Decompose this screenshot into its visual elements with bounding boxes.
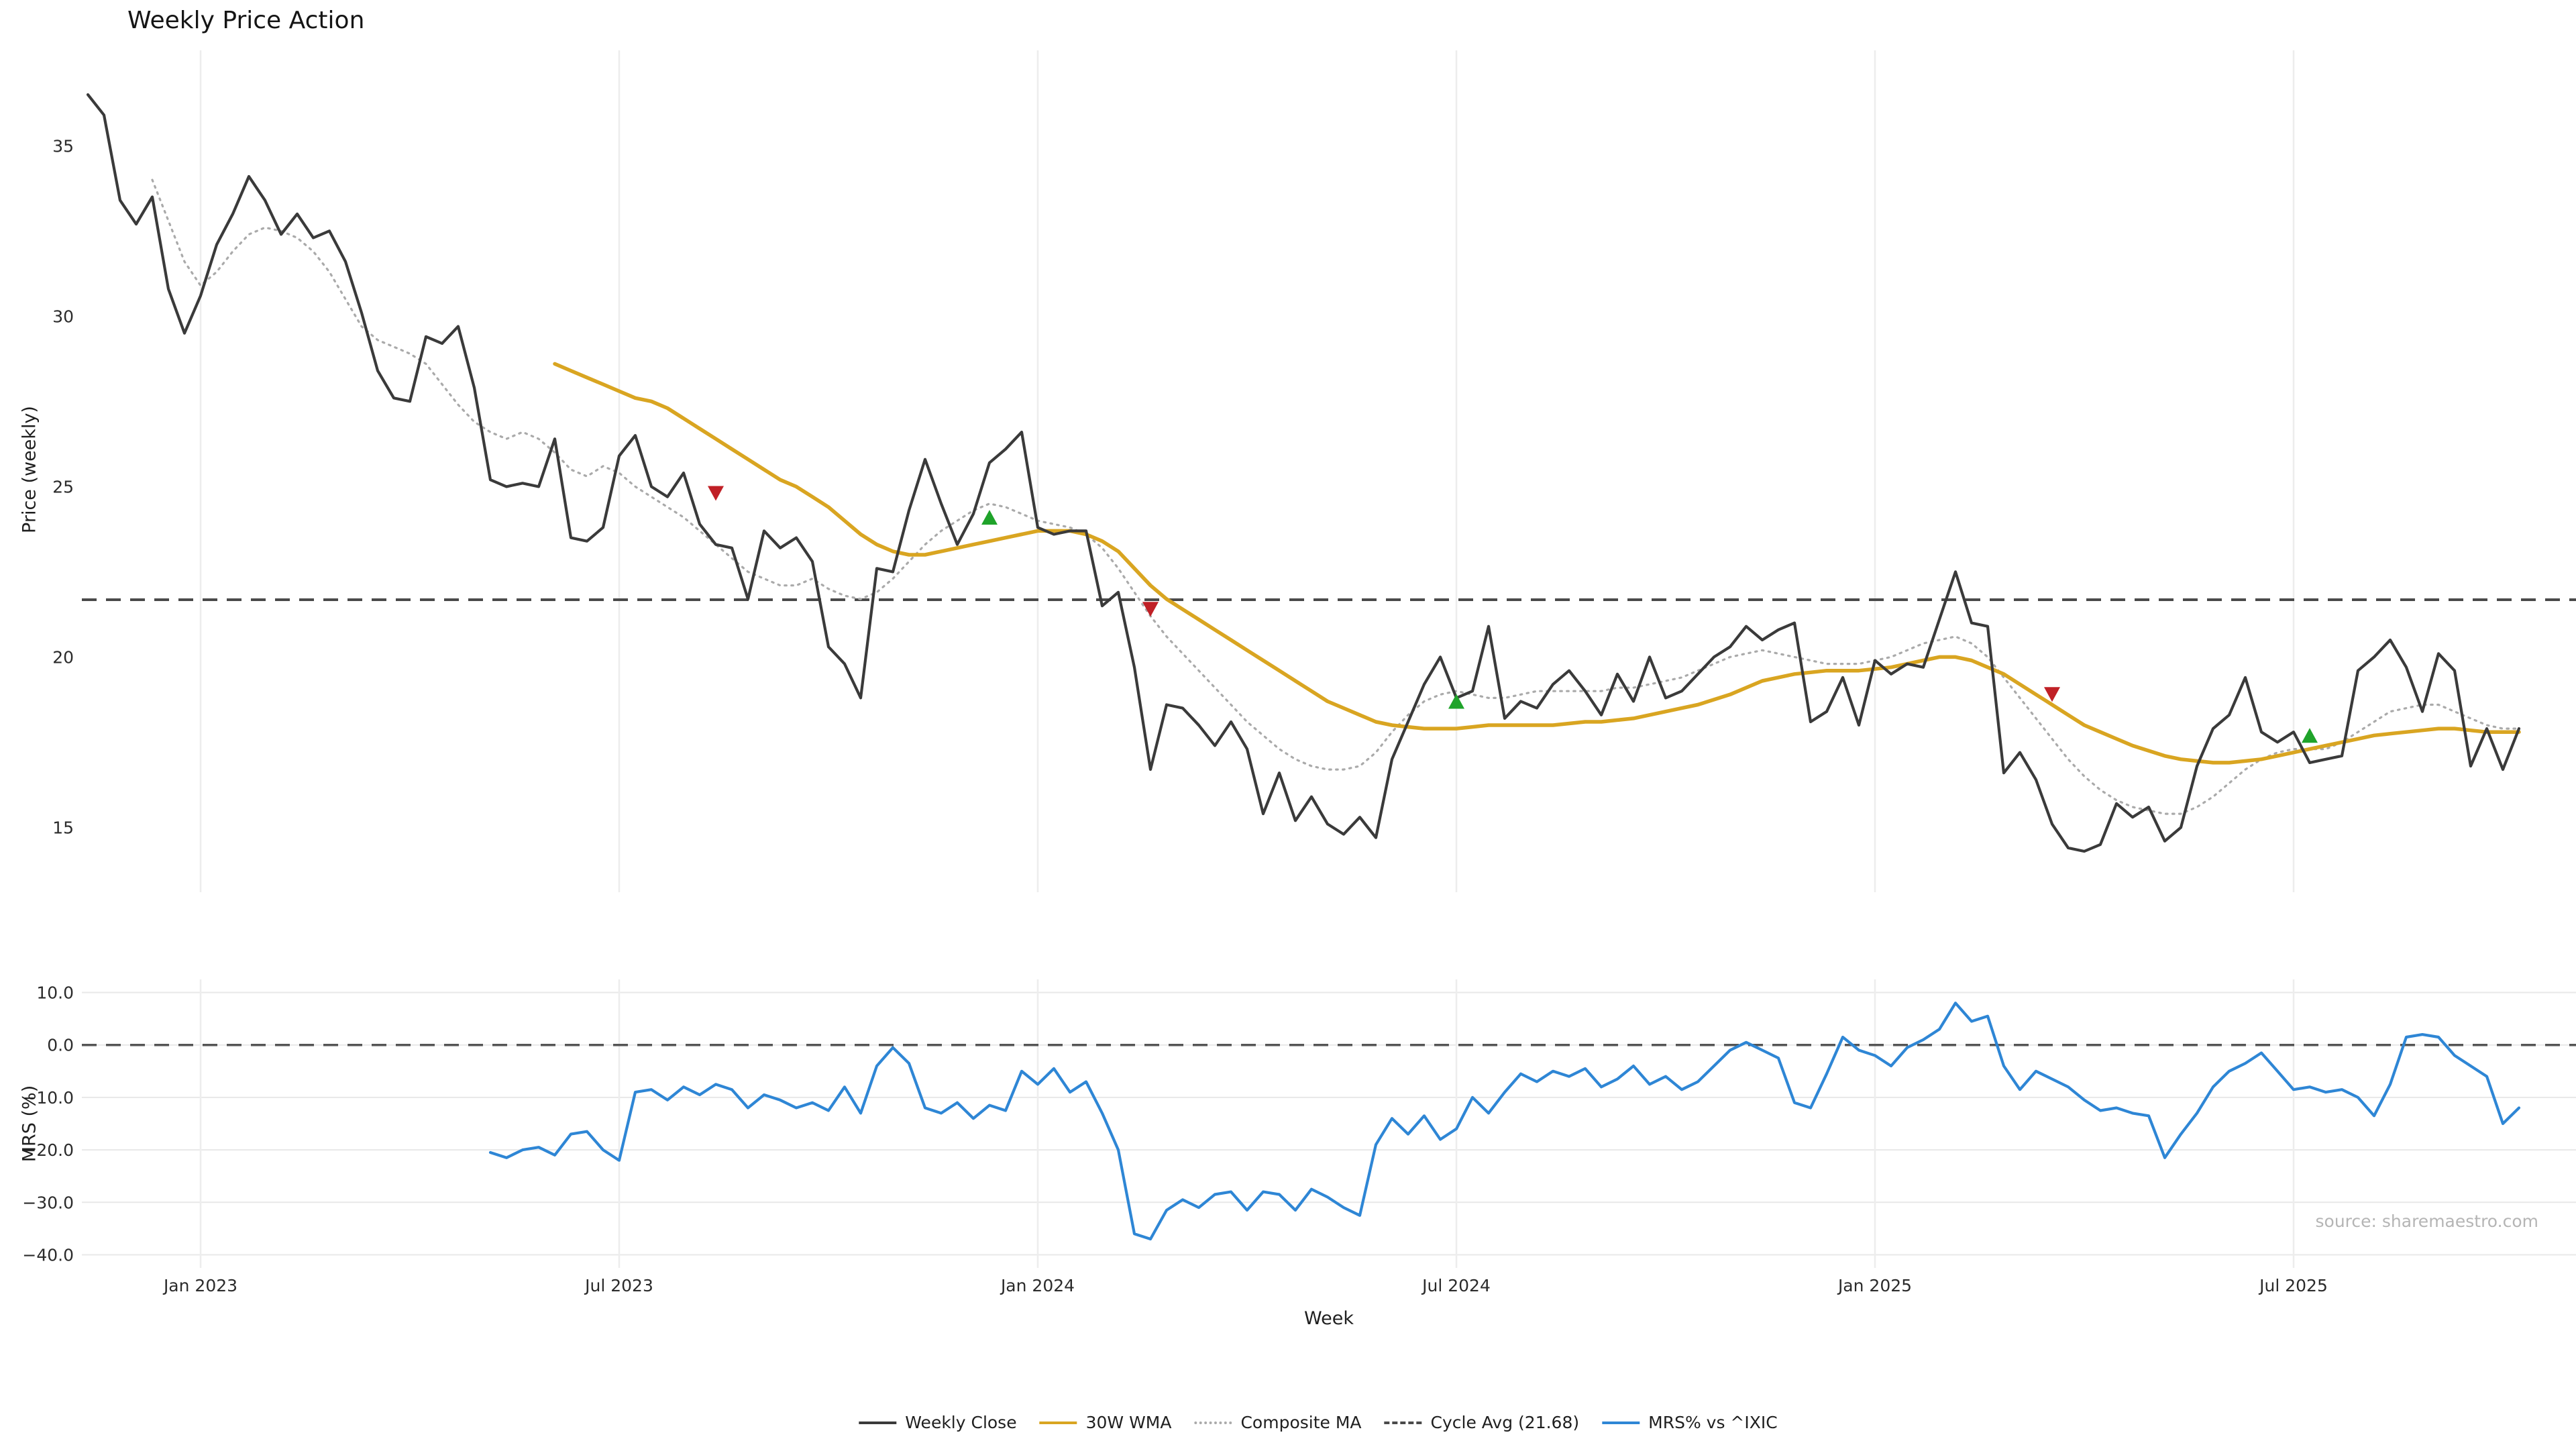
- legend-label: Composite MA: [1240, 1413, 1362, 1432]
- legend-swatch-icon: [1602, 1421, 1640, 1424]
- legend-item: MRS% vs ^IXIC: [1602, 1413, 1778, 1432]
- x-tick-label: Jan 2023: [162, 1276, 237, 1295]
- legend-label: Cycle Avg (21.68): [1430, 1413, 1580, 1432]
- price-axis-label: Price (weekly): [19, 406, 40, 533]
- legend-swatch-icon: [859, 1421, 897, 1424]
- x-tick-label: Jan 2025: [1837, 1276, 1912, 1295]
- mrs-y-tick-label: −10.0: [22, 1088, 74, 1108]
- legend-swatch-icon: [1194, 1421, 1232, 1424]
- price-y-tick-label: 20: [52, 647, 74, 667]
- legend-item: Weekly Close: [859, 1413, 1017, 1432]
- legend-label: Weekly Close: [905, 1413, 1017, 1432]
- mrs-axis-label: MRS (%): [19, 1085, 40, 1163]
- price-y-tick-label: 30: [52, 307, 74, 326]
- mrs-y-tick-label: −20.0: [22, 1140, 74, 1160]
- sell-marker-icon: [708, 486, 724, 501]
- legend: Weekly Close 30W WMA Composite MA Cycle Avg…: [859, 1413, 1778, 1432]
- x-tick-label: Jul 2023: [584, 1276, 653, 1295]
- x-tick-label: Jul 2024: [1421, 1276, 1491, 1295]
- price-y-tick-label: 25: [52, 477, 74, 496]
- legend-swatch-icon: [1384, 1421, 1422, 1424]
- legend-item: 30W WMA: [1039, 1413, 1172, 1432]
- chart-title: Weekly Price Action: [127, 7, 365, 34]
- price-y-tick-label: 15: [52, 818, 74, 837]
- mrs-y-tick-label: −30.0: [22, 1193, 74, 1212]
- legend-label: MRS% vs ^IXIC: [1648, 1413, 1778, 1432]
- composite-ma-line: [151, 178, 2520, 815]
- legend-label: 30W WMA: [1085, 1413, 1172, 1432]
- sell-marker-icon: [1142, 602, 1159, 617]
- buy-marker-icon: [981, 510, 998, 525]
- x-axis-label: Week: [1304, 1308, 1354, 1329]
- mrs-y-tick-label: 10.0: [36, 983, 74, 1003]
- legend-item: Cycle Avg (21.68): [1384, 1413, 1580, 1432]
- buy-marker-icon: [2302, 728, 2318, 743]
- x-tick-label: Jan 2024: [1000, 1276, 1075, 1295]
- mrs-y-tick-label: −40.0: [22, 1245, 74, 1265]
- wma-30w-line: [553, 362, 2521, 765]
- mrs-y-tick-label: 0.0: [47, 1036, 74, 1055]
- mrs-line: [488, 1002, 2521, 1241]
- sell-marker-icon: [2044, 687, 2060, 702]
- price-y-tick-label: 35: [52, 136, 74, 156]
- source-caption: source: sharemaestro.com: [2315, 1212, 2539, 1231]
- legend-swatch-icon: [1039, 1421, 1077, 1424]
- weekly-close-line: [86, 93, 2521, 853]
- legend-item: Composite MA: [1194, 1413, 1362, 1432]
- x-tick-label: Jul 2025: [2258, 1276, 2328, 1295]
- buy-marker-icon: [1448, 694, 1464, 709]
